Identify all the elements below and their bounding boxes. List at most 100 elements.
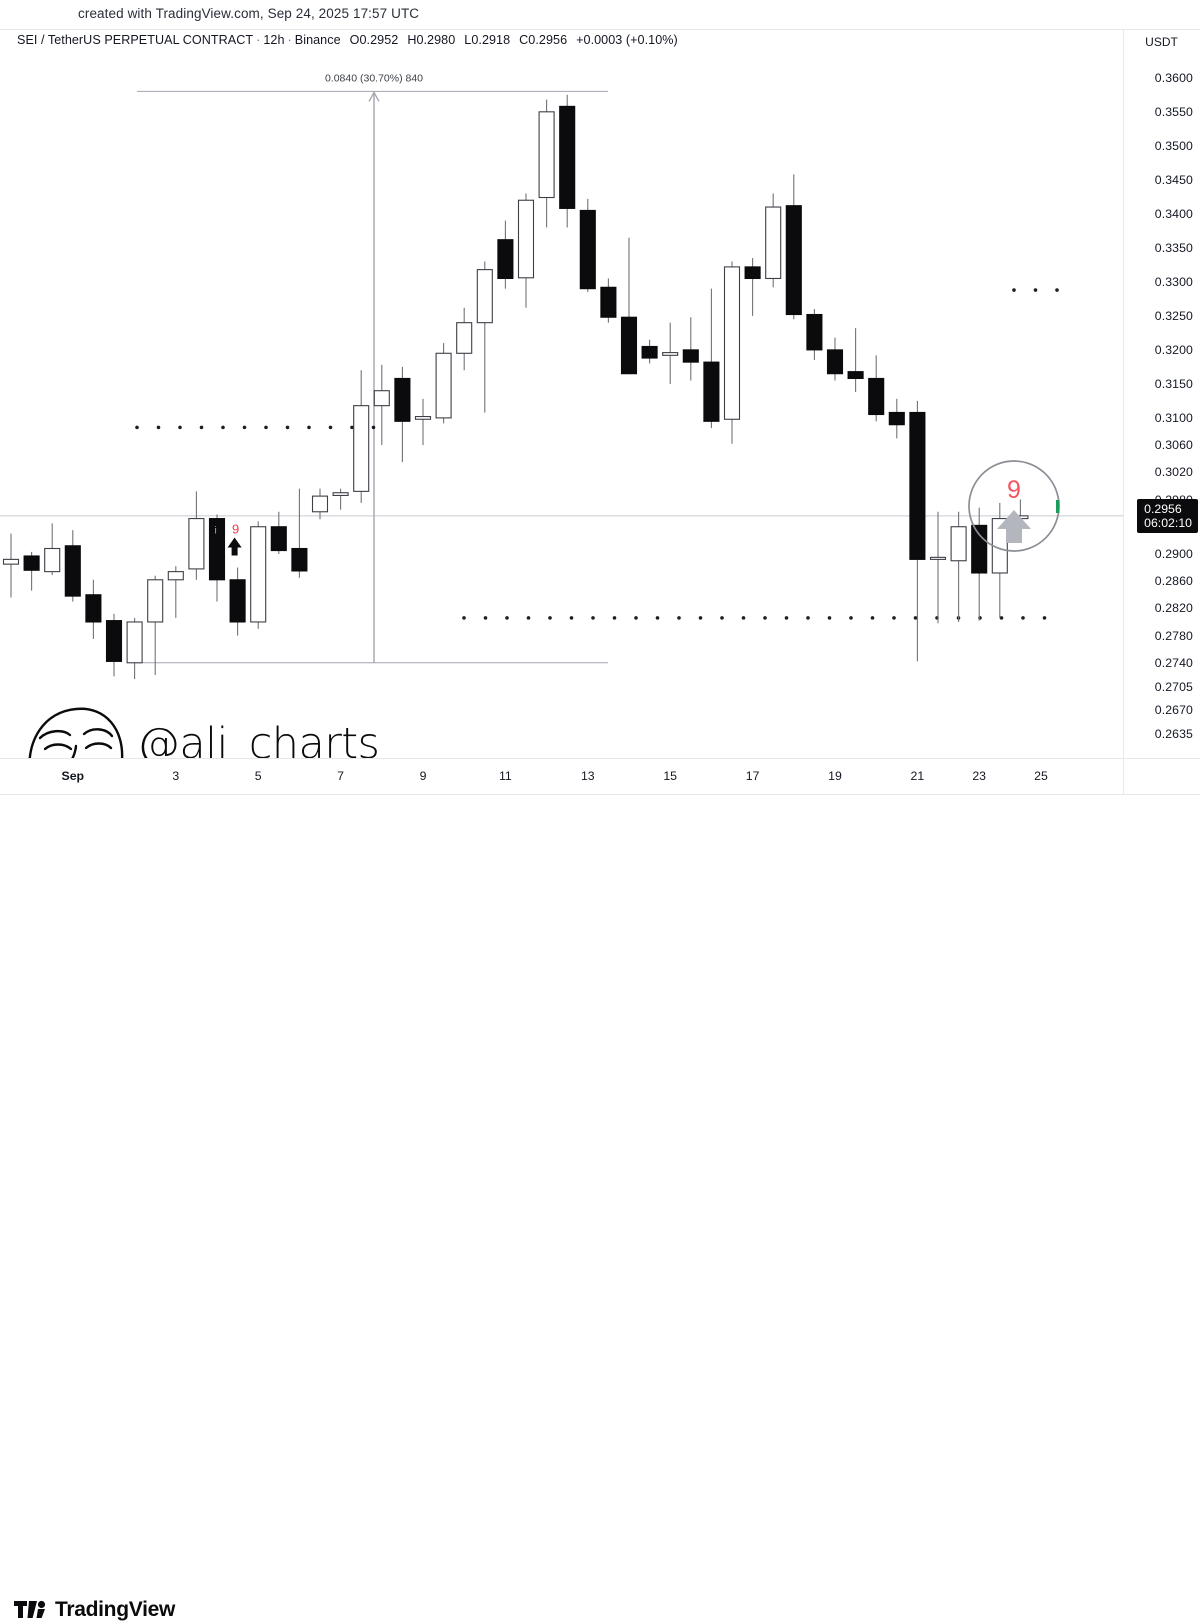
td-buy-signal-circled: 9	[968, 460, 1060, 552]
tradingview-logo: TradingView	[14, 1598, 175, 1622]
price-axis-label: 0.2670	[1154, 703, 1193, 718]
legend-interval[interactable]: 12h	[263, 33, 285, 47]
price-axis-label: 0.3100	[1154, 410, 1193, 425]
candlestick	[44, 523, 61, 576]
legend-bar	[0, 29, 1200, 54]
candlestick	[414, 398, 432, 446]
legend-separator-2: ·	[287, 33, 292, 47]
bottom-brand-bar: TradingView	[0, 794, 1200, 1621]
candlestick	[929, 511, 947, 624]
dotted-level-lower	[462, 616, 1047, 620]
candlestick	[847, 328, 864, 393]
price-axis-label: 0.2705	[1154, 679, 1193, 694]
price-axis-label: 0.3450	[1154, 172, 1193, 187]
time-axis[interactable]: Sep 3 5 7 9 11 13 15 17 19 21 23 25	[0, 758, 1123, 795]
candlestick	[2, 533, 20, 598]
price-axis-label: 0.3300	[1154, 274, 1193, 289]
candlestick	[147, 575, 164, 676]
signal-count-label: 9	[1007, 476, 1021, 504]
price-axis-label: 0.3250	[1154, 308, 1193, 323]
attribution-text: created with TradingView.com, Sep 24, 20…	[78, 6, 420, 21]
candlestick	[785, 174, 802, 320]
candlestick	[188, 491, 205, 580]
candlestick	[229, 567, 246, 636]
time-axis-label: 13	[580, 769, 595, 783]
legend-symbol[interactable]: SEI / TetherUS PERPETUAL CONTRACT	[17, 33, 254, 47]
price-axis-label: 0.3600	[1154, 70, 1193, 85]
price-axis[interactable]: 0.3600 0.3550 0.3500 0.3450 0.3400 0.3350 0.33…	[1123, 54, 1200, 758]
price-axis-label: 0.3400	[1154, 206, 1193, 221]
candlestick	[23, 551, 40, 591]
candlestick	[85, 579, 102, 639]
symbol-legend[interactable]: SEI / TetherUS PERPETUAL CONTRACT · 12h · Bi…	[17, 33, 678, 47]
dotted-level-right	[1012, 288, 1059, 292]
legend-exchange[interactable]: Binance	[294, 33, 341, 47]
time-axis-label: 23	[972, 769, 987, 783]
time-axis-label: Sep	[61, 769, 85, 783]
time-axis-corner	[1123, 758, 1200, 795]
price-axis-label: 0.2780	[1154, 628, 1193, 643]
up-arrow-icon	[227, 537, 242, 556]
price-axis-label: 0.2900	[1154, 546, 1193, 561]
candlestick	[806, 309, 823, 361]
price-axis-label: 0.2635	[1154, 727, 1193, 742]
attribution-bar: created with TradingView.com, Sep 24, 20…	[0, 0, 1200, 29]
candlestick	[826, 337, 844, 381]
time-axis-label: 11	[499, 769, 512, 783]
candlestick	[332, 488, 349, 510]
price-axis-label: 0.3150	[1154, 376, 1193, 391]
candlestick	[620, 237, 638, 375]
candlestick	[703, 288, 720, 429]
candlestick	[105, 613, 123, 677]
candlestick	[394, 366, 411, 463]
measure-label: 0.0840 (30.70%) 840	[325, 72, 423, 84]
price-axis-currency: USDT	[1145, 35, 1178, 49]
candlestick	[208, 514, 226, 602]
price-axis-label: 0.2740	[1154, 655, 1193, 670]
signal-up-arrow-icon	[997, 510, 1031, 543]
candlestick	[971, 507, 988, 621]
candlestick	[744, 258, 761, 316]
candlestick	[909, 400, 926, 662]
candlestick	[476, 261, 493, 413]
time-axis-label: 7	[337, 769, 345, 783]
candlestick	[600, 278, 617, 323]
candlestick	[538, 99, 555, 228]
tradingview-mark-icon	[14, 1600, 46, 1618]
candlestick	[765, 193, 782, 288]
candlestick	[126, 617, 143, 680]
legend-high: H0.2980	[407, 33, 456, 47]
candlestick	[517, 193, 535, 308]
candlestick	[270, 511, 287, 554]
candlestick	[579, 198, 596, 293]
candlestick	[167, 566, 184, 618]
measure-tool[interactable]	[137, 90, 608, 664]
chart-pane[interactable]: @ali_charts 0.0840 (30.70%) 840 i 9 9	[0, 54, 1123, 758]
price-axis-label: 0.2860	[1154, 574, 1193, 589]
time-axis-label: 9	[419, 769, 427, 783]
candlestick	[353, 370, 370, 503]
price-axis-label: 0.3500	[1154, 138, 1193, 153]
candlestick	[497, 220, 514, 289]
candlestick	[311, 488, 329, 520]
price-axis-label: 0.3020	[1154, 465, 1193, 480]
price-axis-label: 0.2820	[1154, 601, 1193, 616]
candlestick	[950, 511, 967, 622]
legend-low: L0.2918	[464, 33, 511, 47]
time-axis-label: 25	[1034, 769, 1048, 783]
dotted-level-upper-left	[135, 425, 376, 430]
candlestick	[723, 261, 741, 444]
candlestick	[682, 317, 699, 381]
price-axis-label: 0.3350	[1154, 240, 1193, 255]
candlestick	[456, 307, 473, 371]
td-count-label: 9	[232, 522, 239, 537]
candlestick	[662, 322, 679, 384]
legend-open: O0.2952	[349, 33, 399, 47]
time-axis-label: 21	[910, 769, 925, 783]
legend-close: C0.2956	[519, 33, 568, 47]
candlestick	[868, 355, 885, 422]
candlestick	[291, 488, 308, 578]
